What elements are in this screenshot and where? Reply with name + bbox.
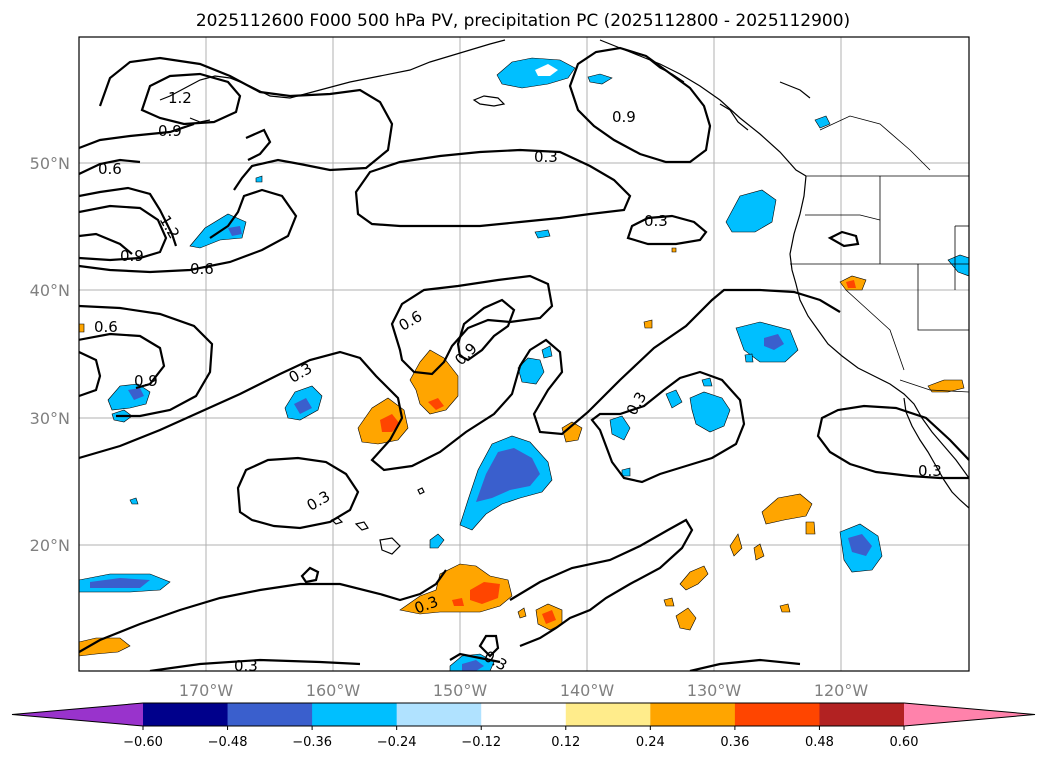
colorbar-tick-label: 0.24 — [636, 735, 665, 750]
longitude-labels: 170°W 160°W 150°W 140°W 130°W 120°W — [179, 681, 869, 700]
colorbar-tick-label: −0.60 — [123, 735, 163, 750]
colorbar-tick-label: −0.36 — [292, 735, 332, 750]
lat-label: 30°N — [30, 409, 70, 428]
coastlines — [159, 39, 969, 555]
lat-label: 20°N — [30, 536, 70, 555]
map-frame — [78, 36, 970, 672]
lat-label: 50°N — [30, 154, 70, 173]
colorbar-tick-label: 0.36 — [720, 735, 749, 750]
contour-label: 0.6 — [98, 160, 122, 178]
colorbar-segment — [565, 703, 651, 726]
colorbar-low-arrow — [12, 703, 143, 726]
lon-label: 160°W — [306, 681, 361, 700]
map-background — [79, 37, 969, 671]
lon-label: 170°W — [179, 681, 234, 700]
contour-label: 0.3 — [644, 212, 668, 230]
contour-label: 1.2 — [168, 89, 192, 107]
colorbar-segment — [312, 703, 398, 726]
colorbar-tick-label: −0.12 — [461, 735, 501, 750]
contour-label: 0.9 — [612, 108, 636, 126]
contour-label: 0.3 — [534, 148, 558, 166]
colorbar-segment — [143, 703, 229, 726]
latitude-labels: 50°N 40°N 30°N 20°N — [30, 154, 70, 555]
colorbar-tick-label: 0.48 — [805, 735, 834, 750]
precip-positive — [79, 247, 965, 657]
colorbar: −0.60 −0.48 −0.36 −0.24 −0.12 0.12 0.24 0.36 0.4… — [11, 702, 1036, 750]
colorbar-tick-label: −0.48 — [208, 735, 248, 750]
state-borders — [790, 115, 969, 393]
colorbar-tick-label: −0.24 — [377, 735, 417, 750]
contour-label: 0.6 — [190, 260, 214, 278]
lon-label: 140°W — [560, 681, 615, 700]
contour-label: 0.9 — [158, 122, 182, 140]
colorbar-segment — [396, 703, 482, 726]
map-title: 2025112600 F000 500 hPa PV, precipitatio… — [196, 11, 850, 31]
contour-label: 0.9 — [134, 372, 158, 390]
colorbar-segment — [481, 703, 567, 726]
contour-label: 0.3 — [234, 657, 258, 675]
colorbar-tick-label: 0.60 — [890, 735, 919, 750]
colorbar-segment — [819, 703, 905, 726]
contour-label: 0.9 — [120, 247, 144, 265]
precip-negative — [79, 57, 969, 671]
colorbar-segment — [734, 703, 820, 726]
lon-label: 150°W — [433, 681, 488, 700]
colorbar-segment — [650, 703, 736, 726]
lat-label: 40°N — [30, 281, 70, 300]
map-content: 1.2 0.9 0.6 1.2 0.9 0.6 0.9 0.3 0.3 0.6 … — [79, 37, 969, 675]
contour-label: 0.6 — [94, 318, 118, 336]
lon-label: 130°W — [687, 681, 742, 700]
colorbar-high-arrow — [904, 703, 1035, 726]
lon-label: 120°W — [814, 681, 869, 700]
pv-contours — [79, 46, 969, 671]
colorbar-tick-label: 0.12 — [551, 735, 580, 750]
contour-label: 0.3 — [918, 462, 942, 480]
colorbar-segment — [227, 703, 313, 726]
